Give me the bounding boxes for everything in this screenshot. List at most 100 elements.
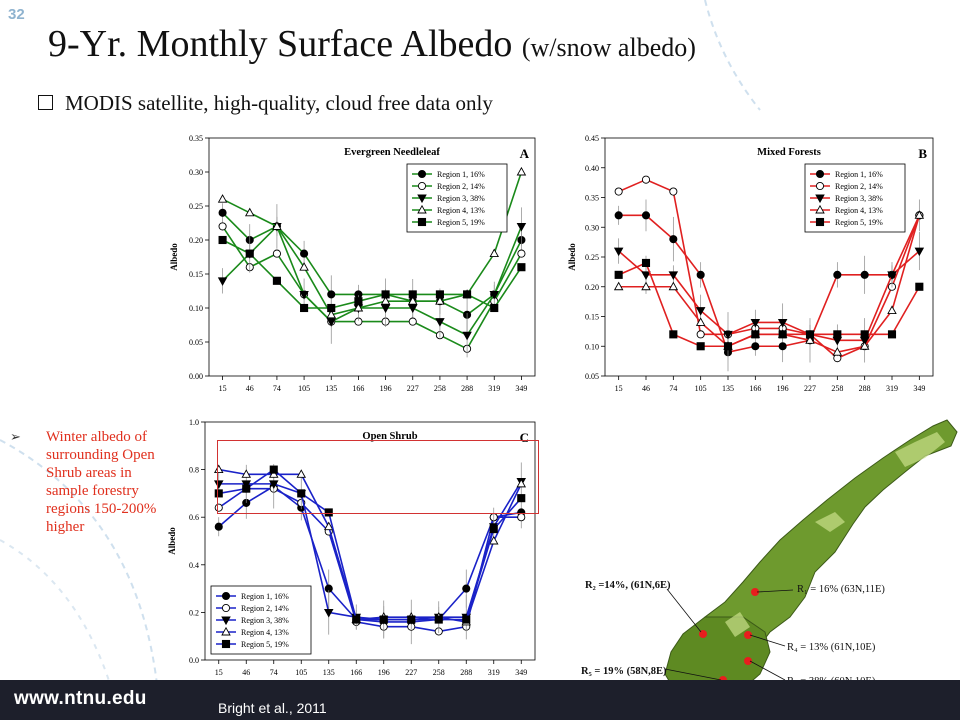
data-point <box>516 478 527 488</box>
chart-evergreen-needleleaf: 0.00 0.05 0.10 0.15 0.20 0.25 0.30 0.35 15 46 74 10… <box>169 134 536 393</box>
data-point <box>435 296 445 305</box>
legend-label: Region 1, 16% <box>241 592 289 601</box>
y-tick-label: 0.20 <box>189 236 203 245</box>
data-point <box>695 307 706 316</box>
x-tick-label: 288 <box>461 384 473 393</box>
data-point <box>860 330 869 339</box>
x-tick-label: 319 <box>488 384 500 393</box>
data-point <box>407 615 416 624</box>
y-tick-label: 0.10 <box>189 304 203 313</box>
data-point <box>435 290 444 299</box>
side-note: ➢ Winter albedo of surrounding Open Shrub… <box>10 428 158 536</box>
data-point <box>641 211 651 220</box>
series-5 <box>214 465 526 624</box>
y-tick-label: 0.6 <box>189 513 199 522</box>
series-line <box>222 212 523 316</box>
legend-label: Region 5, 19% <box>835 218 883 227</box>
x-tick-label: 105 <box>295 668 307 677</box>
x-tick-label: 105 <box>695 384 707 393</box>
data-point <box>408 290 417 299</box>
legend-marker <box>221 616 231 626</box>
data-point <box>244 207 255 217</box>
legend-marker <box>417 217 427 227</box>
y-tick-label: 0.0 <box>189 656 199 665</box>
data-point <box>462 584 471 593</box>
data-point <box>296 469 307 478</box>
data-point <box>272 276 281 285</box>
chart-panel-b: 0.05 0.10 0.15 0.20 0.25 0.30 0.35 0.40 0.45 15 46… <box>565 128 955 396</box>
data-point <box>517 249 526 258</box>
data-point <box>832 347 843 356</box>
data-point <box>297 489 306 498</box>
data-point <box>242 484 251 493</box>
data-point <box>669 330 678 339</box>
region-dot-r3 <box>744 657 752 665</box>
map-label-r5: R₅ = 19% (58N,8E) <box>581 666 667 677</box>
y-tick-label: 1.0 <box>189 418 199 427</box>
data-point <box>613 247 624 257</box>
y-tick-label: 0.25 <box>585 253 599 262</box>
y-tick-label: 0.2 <box>189 608 199 617</box>
map-highland <box>725 432 945 637</box>
data-point <box>218 222 227 231</box>
data-point <box>614 187 623 196</box>
legend-label: Region 4, 13% <box>437 206 485 215</box>
chart-title: Evergreen Needleleaf <box>344 147 440 158</box>
legend-marker <box>815 217 825 227</box>
norway-region-map: R₂ =14%, (61N,6E) R₁ = 16% (63N,11E) R₄ … <box>581 419 958 703</box>
series-line <box>222 224 523 337</box>
data-point <box>668 271 679 280</box>
data-point <box>641 271 651 280</box>
y-tick-label: 0.10 <box>585 342 599 351</box>
data-point <box>750 318 761 328</box>
y-tick-label: 0.35 <box>189 134 203 143</box>
data-point <box>272 249 281 258</box>
data-point <box>833 270 842 279</box>
legend-label: Region 2, 14% <box>835 182 883 191</box>
x-tick-label: 166 <box>749 384 761 393</box>
region-dot-r1 <box>751 588 759 596</box>
data-point <box>490 303 499 313</box>
data-point <box>299 262 309 271</box>
y-tick-label: 0.40 <box>585 164 599 173</box>
chart-panel-c: 0.0 0.2 0.4 0.6 0.8 1.0 15 46 74 105 135 166 196 227 2… <box>165 410 555 720</box>
legend-marker <box>221 591 231 601</box>
legend-label: Region 5, 19% <box>241 640 289 649</box>
map-label-r2: R₂ =14%, (61N,6E) <box>585 580 671 591</box>
data-point <box>218 208 227 217</box>
legend: Region 1, 16% Region 2, 14% Region 3, 38% R… <box>804 163 906 233</box>
y-tick-label: 0.45 <box>585 134 599 143</box>
x-tick-label: 74 <box>270 668 278 677</box>
x-tick-label: 74 <box>669 384 677 393</box>
data-point <box>696 342 705 351</box>
legend-label: Region 3, 38% <box>437 194 485 203</box>
data-point <box>778 330 787 339</box>
data-point <box>489 290 500 300</box>
x-tick-label: 349 <box>515 384 527 393</box>
legend-marker <box>815 181 825 191</box>
data-point <box>462 615 471 624</box>
x-tick-label: 15 <box>219 384 227 393</box>
data-point <box>723 330 733 340</box>
y-tick-label: 0.25 <box>189 202 203 211</box>
y-tick-label: 0.15 <box>585 313 599 322</box>
legend-label: Region 3, 38% <box>241 616 289 625</box>
data-point <box>668 281 679 291</box>
data-point <box>241 469 252 478</box>
data-point <box>489 248 500 258</box>
region-dot-r4 <box>744 631 752 639</box>
x-tick-label: 15 <box>215 668 223 677</box>
data-point <box>217 194 228 203</box>
slide-number: 32 <box>8 6 25 23</box>
y-tick-label: 0.30 <box>585 223 599 232</box>
data-point <box>268 469 279 478</box>
legend-marker <box>417 169 427 179</box>
data-point <box>914 210 925 219</box>
footer-url-link[interactable]: www.ntnu.edu <box>14 688 147 709</box>
x-tick-label: 135 <box>323 668 335 677</box>
data-point <box>214 503 223 512</box>
bullet-point: MODIS satellite, high-quality, cloud fre… <box>38 91 493 116</box>
x-tick-label: 288 <box>460 668 472 677</box>
data-point <box>613 281 624 291</box>
data-point <box>213 480 224 490</box>
